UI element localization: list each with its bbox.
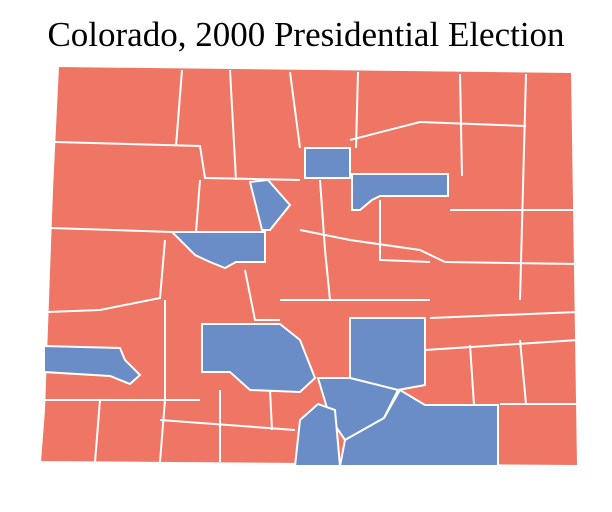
democratic-counties xyxy=(43,147,499,467)
county-borders xyxy=(45,69,579,463)
state-shape xyxy=(38,64,580,468)
map-title: Colorado, 2000 Presidential Election xyxy=(47,15,564,54)
